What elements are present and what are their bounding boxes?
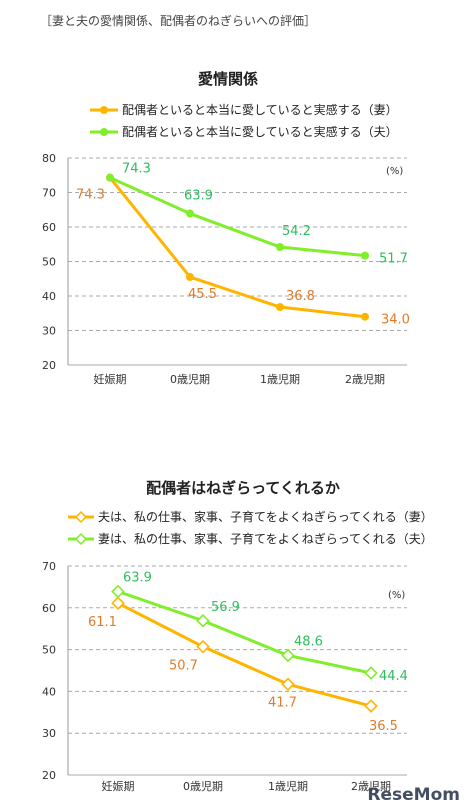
chart1-plot: 20 30 40 50 60 70 80 妊娠期 0歳児期 1歳児期 2歳児期 74.3 45.5 36.… [42, 106, 410, 386]
chart2-point [281, 677, 295, 692]
chart1-point [361, 251, 369, 260]
chart2-ytick-label: 70 [42, 560, 56, 573]
chart2-data-label: 50.7 [169, 659, 198, 674]
chart2-xtick-label: 妊娠期 [102, 779, 135, 793]
chart2-xtick-label: 0歳児期 [183, 780, 223, 793]
chart2-legend-label-1: 妻は、私の仕事、家事、子育てをよくねぎらってくれる（夫） [98, 531, 433, 546]
chart2-ytick-label: 20 [42, 769, 56, 782]
chart2-point [111, 584, 125, 599]
chart1-legend-label-1: 配偶者といると本当に愛していると実感する（夫） [122, 124, 398, 139]
chart2-unit-label: (%) [388, 590, 405, 601]
chart1-data-label: 34.0 [381, 313, 410, 328]
chart2-data-label: 44.4 [379, 669, 408, 684]
chart2-legend-marker [74, 510, 88, 524]
chart1-series-line-1 [109, 176, 366, 258]
chart2-data-label: 36.5 [369, 719, 398, 734]
chart1-legend-marker [100, 106, 108, 114]
chart1-point [276, 243, 284, 252]
chart1-point [276, 303, 284, 312]
chart1-ytick-label: 80 [42, 152, 56, 165]
chart1-legend-marker [100, 128, 108, 136]
chart1-title: 愛情関係 [198, 70, 258, 88]
chart2-point [364, 666, 378, 680]
chart2-data-label: 56.9 [211, 600, 240, 615]
chart2-xtick-label: 1歳児期 [268, 780, 308, 793]
chart1-data-label: 63.9 [184, 189, 213, 204]
chart2-data-label: 63.9 [123, 570, 152, 585]
chart2-series-line-1 [117, 590, 372, 675]
chart1-ytick-label: 20 [42, 359, 56, 372]
chart2-data-label: 48.6 [294, 634, 323, 649]
chart2-legend-label-0: 夫は、私の仕事、家事、子育てをよくねぎらってくれる（妻） [98, 509, 433, 524]
chart1-ytick-label: 60 [42, 221, 56, 234]
chart1-ytick-label: 40 [42, 290, 56, 303]
chart2-ytick-label: 30 [42, 727, 56, 740]
chart1-point [106, 173, 114, 182]
chart1-xtick-label: 0歳児期 [170, 373, 210, 386]
chart2-plot: 20 30 40 50 60 70 妊娠期 0歳児期 1歳児期 2歳児期 61.1 50.7 41.7 3… [42, 510, 408, 793]
chart2-ytick-label: 60 [42, 602, 56, 615]
chart2-ytick-label: 50 [42, 644, 56, 657]
chart1-legend-label-0: 配偶者といると本当に愛していると実感する（妻） [122, 102, 398, 117]
chart2-xtick-label: 2歳児期 [351, 780, 391, 793]
chart2-series-line-0 [117, 601, 372, 708]
chart1-ytick-label: 30 [42, 325, 56, 338]
chart2-point [111, 596, 125, 610]
chart1-series-line-0 [108, 176, 366, 319]
chart1-xtick-label: 妊娠期 [94, 372, 127, 386]
chart1-ytick-label: 70 [42, 187, 56, 200]
chart1-unit-label: (%) [386, 166, 403, 177]
chart2-point [196, 613, 210, 628]
chart2-point [364, 699, 378, 713]
chart1-xtick-label: 2歳児期 [345, 373, 385, 386]
chart2-legend-marker [74, 532, 88, 546]
chart1-data-label: 36.8 [286, 289, 315, 304]
resemom-logo: ReseMom [367, 785, 460, 805]
chart1-data-label: 74.3 [76, 188, 105, 203]
chart2-point [196, 639, 210, 654]
chart2-point [281, 648, 295, 663]
chart1-point [361, 312, 369, 321]
chart1-data-label: 54.2 [282, 224, 311, 239]
page-title: ［妻と夫の愛情関係、配偶者のねぎらいへの評価］ [40, 14, 317, 28]
chart1-point [186, 209, 194, 218]
chart1-point [186, 273, 194, 282]
chart2-data-label: 41.7 [268, 695, 297, 710]
chart1-data-label: 45.5 [188, 287, 217, 302]
chart1-xtick-label: 1歳児期 [260, 373, 300, 386]
chart1-data-label: 51.7 [379, 252, 408, 267]
chart2-data-label: 61.1 [88, 615, 117, 630]
chart2-ytick-label: 40 [42, 685, 56, 698]
chart1-data-label: 74.3 [122, 162, 151, 177]
chart1-ytick-label: 50 [42, 256, 56, 269]
chart2-title: 配偶者はねぎらってくれるか [146, 479, 340, 497]
